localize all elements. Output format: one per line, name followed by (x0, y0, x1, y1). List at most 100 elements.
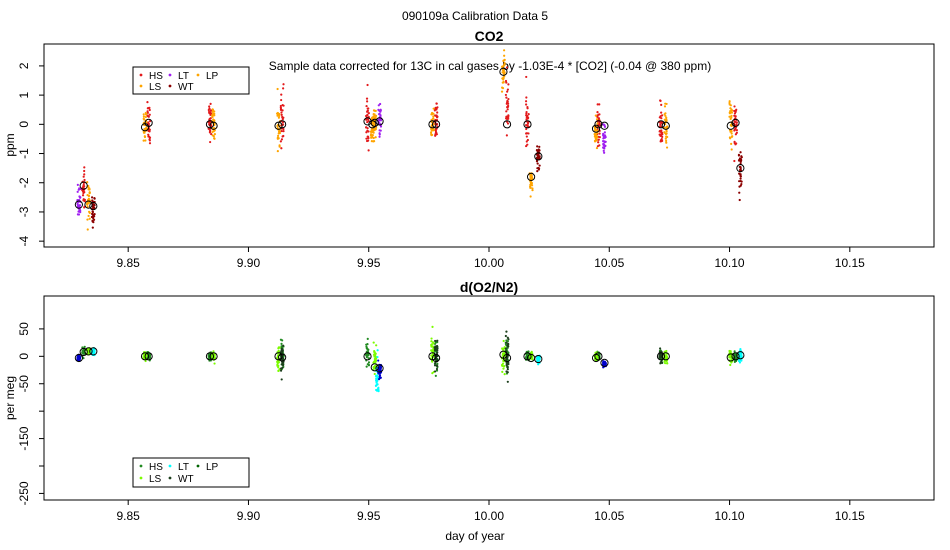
o2n2-point-wt (433, 364, 437, 367)
co2-point-wt (91, 226, 94, 229)
o2n2-point-ls (373, 353, 376, 356)
o2n2-point-ls (431, 372, 434, 375)
o2n2-point-hs (81, 351, 84, 354)
co2-axes: 9.85 9.90 9.95 10.00 10.05 10.10 10.15 -4 -3 -2 -1… (17, 62, 865, 270)
co2-point-hs (735, 108, 738, 111)
o2n2-point-hs (367, 361, 371, 364)
o2n2-point-wt (281, 357, 285, 360)
o2n2-point-lt (93, 351, 96, 354)
co2-point-hs (146, 114, 149, 117)
o2n2-point-lt (374, 384, 378, 387)
o2n2-mean-marker (594, 352, 603, 361)
co2-point-lt (602, 146, 605, 149)
co2-point-ls (596, 122, 599, 125)
co2-mean-marker (431, 120, 441, 129)
o2n2-point-wt (434, 348, 437, 351)
co2-point-hs (280, 138, 284, 141)
co2-point-wt (739, 174, 742, 178)
co2-point-hs (280, 111, 283, 114)
co2-point-wt (536, 170, 539, 173)
o2n2-point-blue (76, 354, 80, 357)
o2n2-point-ls (503, 373, 506, 376)
co2-point-hs (208, 105, 211, 108)
o2n2-point-ls (531, 358, 534, 361)
o2n2-legend-label-ls: LS (149, 474, 162, 485)
co2-point-hs (367, 119, 370, 123)
co2-point-hs (147, 133, 150, 136)
co2-point-hs (367, 130, 370, 133)
co2-point-hs (733, 159, 736, 163)
o2n2-point-ls (373, 358, 377, 362)
o2n2-point-ls (212, 350, 215, 353)
co2-ytick-label: -1 (17, 148, 31, 159)
co2-point-hs (525, 75, 528, 79)
co2-point-hs (525, 118, 528, 121)
co2-point-hs (598, 132, 601, 135)
co2-point-lt (379, 114, 382, 117)
o2n2-point-ls (372, 366, 376, 369)
co2-mean-marker (534, 152, 543, 161)
co2-point-hs (524, 100, 528, 103)
co2-point-ls (595, 118, 599, 121)
o2n2-point-wt (507, 343, 510, 346)
co2-point-ls (664, 137, 667, 140)
co2-point-hs (525, 116, 529, 119)
o2n2-point-ls (431, 325, 434, 328)
o2n2-title: d(O2/N2) (460, 279, 518, 295)
o2n2-point-blue (602, 362, 605, 365)
co2-point-wt (93, 197, 96, 200)
co2-point-hs (365, 139, 369, 143)
o2n2-point-hs (733, 350, 736, 353)
co2-point-hs (505, 66, 509, 69)
co2-point-ls (531, 187, 534, 190)
co2-point-wt (92, 207, 95, 210)
o2n2-point-ls (501, 352, 505, 355)
co2-point-ls (276, 137, 280, 140)
co2-point-hs (365, 137, 368, 140)
o2n2-point-wt (279, 369, 283, 372)
o2n2-point-lt (536, 359, 539, 362)
o2n2-point-lt (376, 387, 379, 391)
o2n2-point-hs (434, 374, 437, 377)
co2-point-ls (213, 114, 216, 117)
co2-point-wt (93, 215, 96, 218)
co2-point-ls (666, 135, 669, 139)
co2-point-hs (507, 97, 510, 101)
co2-point-ls (86, 203, 89, 206)
co2-point-hs (507, 115, 510, 119)
o2n2-point-ls (145, 354, 148, 357)
co2-point-hs (506, 99, 509, 103)
co2-point-ls (372, 113, 375, 116)
o2n2-point-lt (376, 349, 379, 352)
co2-point-hs (505, 110, 508, 113)
co2-point-lt (379, 125, 383, 128)
co2-point-wt (740, 155, 743, 158)
o2n2-point-ls (429, 357, 433, 360)
co2-mean-marker (74, 200, 83, 209)
co2-point-hs (282, 87, 285, 90)
co2-ylabel: ppm (3, 133, 17, 156)
o2n2-point-wt (434, 345, 437, 348)
o2n2-point-ls (277, 366, 280, 369)
o2n2-xtick-label: 10.05 (594, 509, 624, 523)
o2n2-mean-marker (375, 364, 384, 373)
o2n2-mean-marker (731, 352, 740, 361)
co2-point-hs (146, 101, 149, 104)
co2-point-hs (148, 139, 151, 142)
o2n2-point-wt (507, 361, 510, 364)
o2n2-point-hs (364, 353, 368, 356)
co2-point-hs (82, 198, 85, 201)
co2-point-hs (506, 90, 509, 93)
o2n2-point-wt (505, 341, 508, 344)
co2-point-ls (211, 115, 214, 118)
co2-point-hs (367, 107, 370, 110)
co2-point-lt (603, 131, 606, 134)
o2n2-mean-marker (278, 353, 287, 362)
co2-point-hs (734, 120, 737, 124)
co2-point-ls (212, 135, 215, 138)
co2-point-ls (503, 49, 506, 52)
co2-point-hs (366, 135, 369, 138)
o2n2-mean-marker (502, 353, 512, 363)
o2n2-point-lt (376, 355, 379, 359)
co2-point-ls (503, 61, 506, 65)
